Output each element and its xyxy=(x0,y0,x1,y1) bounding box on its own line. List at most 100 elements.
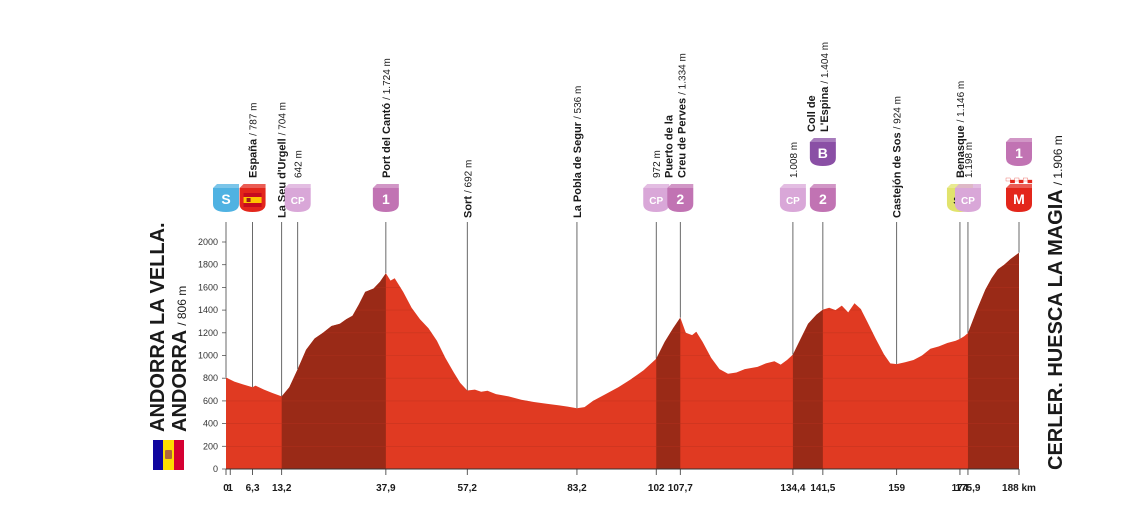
marker-altitude: / 1.334 m xyxy=(677,53,688,95)
badge-2-tab xyxy=(667,184,694,188)
marker-label-line: L'Espina xyxy=(819,86,831,132)
start-altitude: / 806 m xyxy=(175,286,189,326)
badge-cp-label: CP xyxy=(961,196,975,207)
marker-label-group: Coll deL'Espina / 1.404 m xyxy=(806,42,831,132)
x-tick-label: 37,9 xyxy=(376,483,396,494)
badge-cp-label: CP xyxy=(291,196,305,207)
x-tick-label: 102 xyxy=(648,483,665,494)
x-tick-label: 0 xyxy=(223,483,229,494)
climb-band xyxy=(281,252,386,469)
marker-altitude: / 1.724 m xyxy=(382,58,393,100)
marker-altitude: / 692 m xyxy=(463,160,474,193)
marker-altitude: 972 m xyxy=(652,150,663,178)
badge-m-tab xyxy=(1006,184,1032,188)
badge-1-tab xyxy=(372,184,399,188)
marker-altitude: / 704 m xyxy=(278,102,289,135)
x-tick-label: 107,7 xyxy=(668,483,693,494)
marker-label-line: La Pobla de Segur xyxy=(572,121,584,218)
badge-cp-tab xyxy=(779,184,806,188)
climb-band xyxy=(656,252,681,469)
x-tick-label: 83,2 xyxy=(567,483,587,494)
finish-checker xyxy=(1014,177,1020,182)
x-tick-label: 141,5 xyxy=(810,483,835,494)
marker-label-line: Benasque xyxy=(955,125,967,178)
marker-label: España / 787 m xyxy=(248,103,260,179)
x-tick-label: 134,4 xyxy=(780,483,805,494)
marker-altitude: 1.198 m xyxy=(964,142,975,178)
marker-label: 1.008 m xyxy=(789,142,800,178)
badge-2-label: 2 xyxy=(819,191,827,207)
y-tick-label: 600 xyxy=(203,396,218,406)
marker-altitude: / 924 m xyxy=(893,96,904,129)
marker-label: Coll deL'Espina / 1.404 m xyxy=(806,42,831,132)
y-tick-label: 0 xyxy=(213,464,218,474)
start-city: ANDORRA LA VELLA. xyxy=(147,222,169,432)
marker-altitude: / 536 m xyxy=(573,86,584,119)
marker-label-line: Puerto de la xyxy=(663,114,675,178)
finish-checker xyxy=(1027,179,1033,184)
marker-label-group: 642 m xyxy=(294,150,305,178)
y-tick-label: 1600 xyxy=(198,282,218,292)
y-tick-label: 2000 xyxy=(198,237,218,247)
badge-secondary-1-label: 1 xyxy=(1015,145,1023,161)
y-tick-label: 1400 xyxy=(198,305,218,315)
flag-stripe-top xyxy=(243,193,262,197)
badge-cp-tab xyxy=(284,184,311,188)
badge-2 xyxy=(809,188,836,212)
flag-stripe-bottom xyxy=(243,203,262,207)
marker-label-line: Port del Cantó xyxy=(381,103,393,178)
andorra-flag-red xyxy=(174,440,184,470)
badge-m xyxy=(1006,188,1032,212)
badge-2-tab xyxy=(809,184,836,188)
marker-label: 642 m xyxy=(294,150,305,178)
badge-secondary-b-tab xyxy=(809,138,836,142)
badge-cp-tab xyxy=(643,184,670,188)
marker-label-group: 1.008 m xyxy=(789,142,800,178)
start-label-group: ANDORRA LA VELLA. ANDORRA/ 806 m xyxy=(147,222,191,432)
finish-altitude: / 1.906 m xyxy=(1051,135,1065,185)
badge-2-label: 2 xyxy=(676,191,684,207)
badge-cp xyxy=(643,188,670,212)
marker-label-group: 972 m xyxy=(652,150,663,178)
climb-band xyxy=(967,252,1019,469)
marker-label-group: 1.198 m xyxy=(964,142,975,178)
flag-stripe-middle xyxy=(243,197,262,203)
marker-label-group: Sort / 692 m xyxy=(462,160,474,218)
start-country: ANDORRA/ 806 m xyxy=(169,286,191,432)
badge-secondary-b-label: B xyxy=(818,145,828,161)
badge-1-label: 1 xyxy=(382,191,390,207)
marker-altitude: 1.008 m xyxy=(789,142,800,178)
marker-label: Benasque / 1.146 m xyxy=(955,81,967,178)
marker-label-group: Puerto de laCreu de Perves / 1.334 m xyxy=(663,53,688,178)
badge-cp xyxy=(284,188,311,212)
finish-checker xyxy=(1005,177,1011,182)
marker-label: Castejón de Sos / 924 m xyxy=(892,96,904,218)
badge-s-tab xyxy=(213,184,239,188)
marker-label-line: Sort xyxy=(462,196,474,218)
marker-label: Sort / 692 m xyxy=(462,160,474,218)
y-tick-label: 1800 xyxy=(198,260,218,270)
marker-label-line: España xyxy=(248,138,260,178)
badge-cp xyxy=(779,188,806,212)
flag-emblem-icon xyxy=(246,198,251,202)
andorra-coat-of-arms-icon xyxy=(165,450,172,459)
finish-city: CERLER. HUESCA LA MAGIA/ 1.906 m xyxy=(1045,135,1067,470)
badge-m-label: M xyxy=(1013,191,1025,207)
marker-label-group: España / 787 m xyxy=(248,103,260,179)
y-tick-label: 200 xyxy=(203,441,218,451)
marker-label: Puerto de laCreu de Perves / 1.334 m xyxy=(663,53,688,178)
badge-2 xyxy=(667,188,694,212)
badge-cp-label: CP xyxy=(649,196,663,207)
marker-label-line: Coll de xyxy=(806,95,818,132)
badge-s xyxy=(213,188,239,212)
x-tick-label: 188 km xyxy=(1002,483,1036,494)
y-tick-label: 400 xyxy=(203,419,218,429)
x-tick-label: 174 xyxy=(952,483,969,494)
finish-checker xyxy=(1010,179,1015,184)
marker-label-line: Creu de Perves xyxy=(676,98,688,178)
marker-label-group: La Pobla de Segur / 536 m xyxy=(572,86,584,218)
marker-label: Port del Cantó / 1.724 m xyxy=(381,58,393,178)
badge-cp-tab xyxy=(954,184,981,188)
